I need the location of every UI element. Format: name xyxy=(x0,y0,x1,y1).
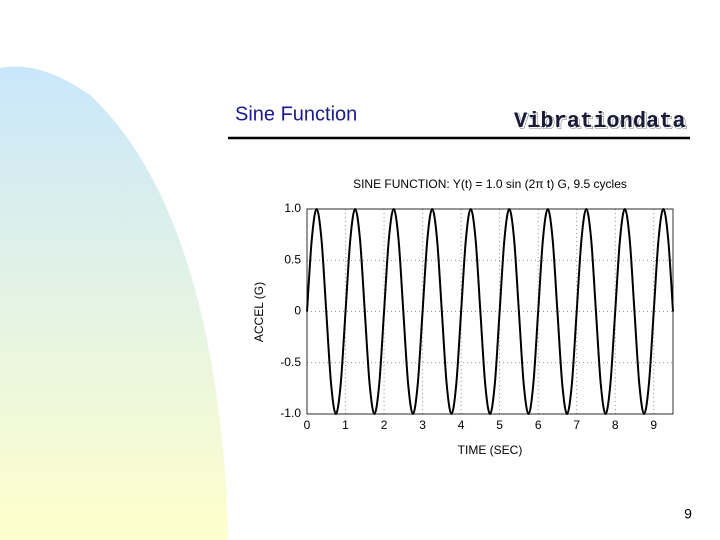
y-tick-label: 1.0 xyxy=(284,201,301,215)
y-axis-label: ACCEL (G) xyxy=(252,282,266,342)
x-tick-label: 3 xyxy=(419,418,426,432)
background-shape xyxy=(0,66,228,540)
x-tick-label: 9 xyxy=(650,418,657,432)
page-number: 9 xyxy=(684,506,692,522)
slide-title: Sine Function xyxy=(235,103,357,125)
x-tick-label: 5 xyxy=(496,418,503,432)
x-tick-label: 6 xyxy=(535,418,542,432)
brand: Vibrationdata xyxy=(514,109,686,134)
x-tick-label: 7 xyxy=(573,418,580,432)
plot-area: -1.0 -0.5 0 0.5 1.0 0 1 2 3 4 5 6 7 8 9 xyxy=(280,201,674,432)
x-tick-label: 8 xyxy=(612,418,619,432)
y-tick-label: -0.5 xyxy=(280,355,301,369)
x-tick-label: 0 xyxy=(304,418,311,432)
x-axis-label: TIME (SEC) xyxy=(458,443,523,457)
plot-frame xyxy=(306,208,674,415)
x-tick-label: 4 xyxy=(458,418,465,432)
y-tick-label: 0 xyxy=(294,304,301,318)
x-tick-label: 2 xyxy=(381,418,388,432)
chart-title: SINE FUNCTION: Y(t) = 1.0 sin (2π t) G, … xyxy=(353,177,627,191)
data-line xyxy=(306,207,674,416)
x-tick-label: 1 xyxy=(342,418,349,432)
y-tick-label: -1.0 xyxy=(280,406,301,420)
brand-shadow: Vibrationdata xyxy=(516,110,688,135)
y-tick-label: 0.5 xyxy=(284,252,301,266)
